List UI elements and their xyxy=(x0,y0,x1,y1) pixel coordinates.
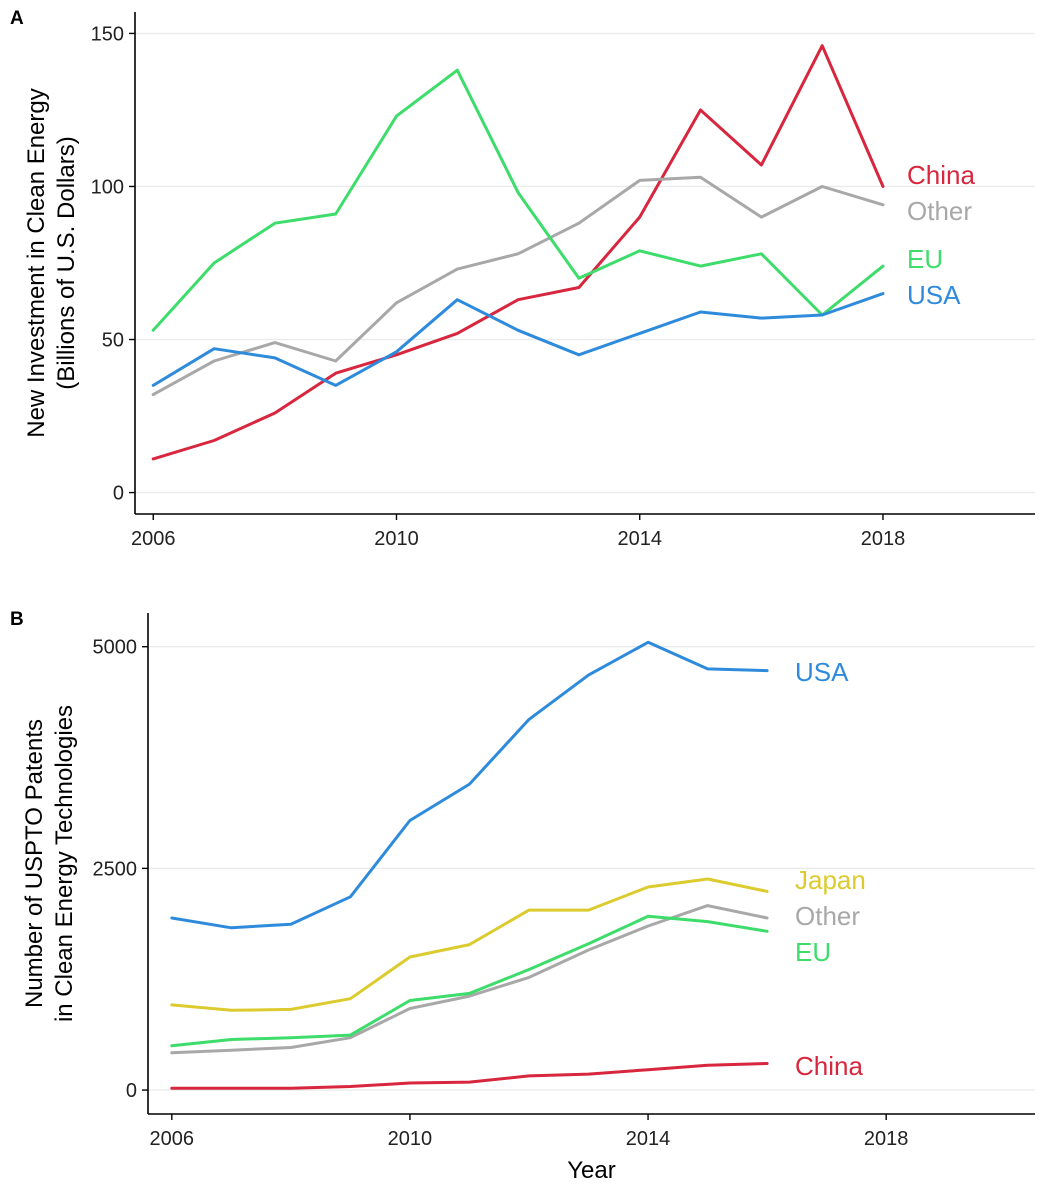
y-tick-label: 0 xyxy=(113,483,124,505)
series-label-china: China xyxy=(907,160,975,190)
panel-a-chart: China Other EU USA 0 50 100 150 2006 2010 2014 2018… xyxy=(23,12,1035,550)
series-line-other xyxy=(170,904,769,1055)
series-line-china xyxy=(170,1062,769,1090)
series-line-eu xyxy=(151,68,885,332)
series-label-other: Other xyxy=(795,901,860,931)
panel-letter-b: B xyxy=(10,609,24,630)
series-label-japan: Japan xyxy=(795,865,866,895)
series-line-china xyxy=(151,44,885,461)
y-axis-title-line-2: in Clean Energy Technologies xyxy=(51,705,78,1022)
x-tick-label: 2006 xyxy=(150,1128,195,1150)
x-tick-label: 2006 xyxy=(131,528,176,550)
series-line-japan xyxy=(170,877,769,1012)
x-tick-label: 2014 xyxy=(617,528,662,550)
series-label-china: China xyxy=(795,1051,863,1081)
x-tick-label: 2010 xyxy=(374,528,419,550)
x-tick-label: 2018 xyxy=(864,1128,909,1150)
series-line-usa xyxy=(170,640,769,930)
x-axis-title: Year xyxy=(567,1157,616,1184)
panel-b-chart: USA Japan Other EU China 0 2500 5000 2006 2010 201… xyxy=(21,613,1035,1184)
series-label-usa: USA xyxy=(795,657,849,687)
series-line-other xyxy=(151,175,885,397)
series-label-eu: EU xyxy=(907,244,943,274)
series-line-usa xyxy=(151,292,885,387)
y-axis-title-line-1: New Investment in Clean Energy xyxy=(23,88,50,438)
series-label-other: Other xyxy=(907,196,972,226)
y-axis-title-line-1: Number of USPTO Patents xyxy=(21,719,48,1008)
y-tick-label: 50 xyxy=(102,330,124,352)
y-tick-label: 2500 xyxy=(93,858,138,880)
x-tick-label: 2018 xyxy=(861,528,906,550)
y-tick-label: 150 xyxy=(91,23,124,45)
x-tick-label: 2010 xyxy=(388,1128,433,1150)
series-line-eu xyxy=(170,914,769,1048)
y-tick-label: 5000 xyxy=(93,637,138,659)
series-label-eu: EU xyxy=(795,937,831,967)
y-tick-label: 0 xyxy=(126,1080,137,1102)
y-axis-title-line-2: (Billions of U.S. Dollars) xyxy=(53,136,80,389)
x-tick-label: 2014 xyxy=(626,1128,671,1150)
panel-letter-a: A xyxy=(10,8,24,29)
series-label-usa: USA xyxy=(907,280,961,310)
y-tick-label: 100 xyxy=(91,176,124,198)
